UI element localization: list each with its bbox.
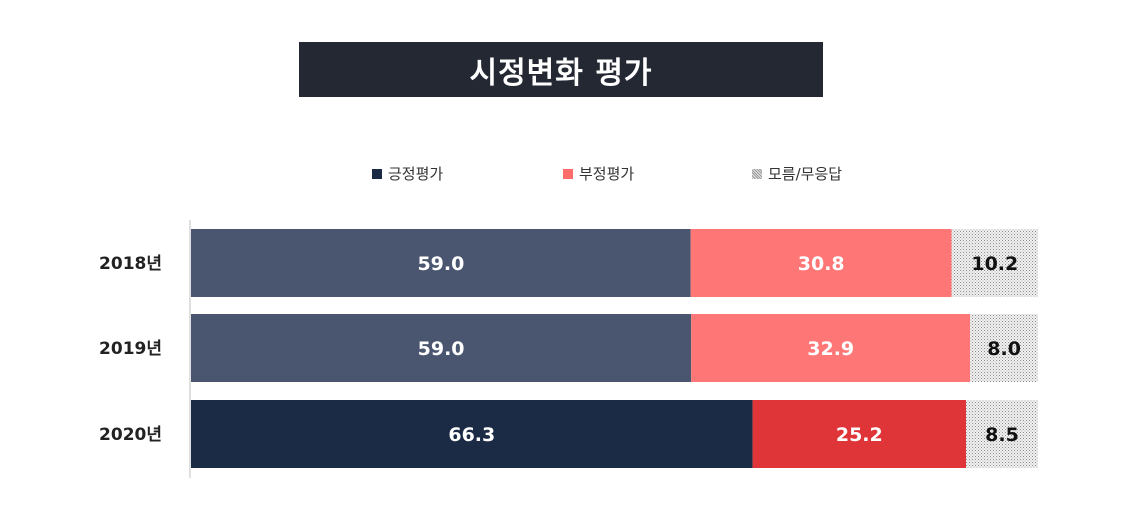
bar-segment-unknown (970, 314, 1038, 382)
data-label: 30.8 (798, 253, 845, 275)
bar-segment-positive (191, 229, 691, 297)
legend-label-negative: 부정평가 (579, 165, 635, 183)
chart-title-box: 시정변화 평가 (299, 42, 823, 97)
data-label: 25.2 (836, 424, 883, 446)
category-label: 2018년 (99, 254, 162, 274)
data-label: 10.2 (971, 253, 1018, 275)
bars-group: 2018년 59.0 30.8 10.2 2019년 59.0 32.9 8.0 2020년 66… (99, 229, 1038, 468)
category-label: 2020년 (99, 425, 162, 445)
category-label: 2019년 (99, 339, 162, 359)
legend-item-negative: 부정평가 (563, 163, 634, 184)
legend-item-positive: 긍정평가 (372, 163, 443, 184)
bar-segment-unknown (951, 229, 1038, 297)
chart-title: 시정변화 평가 (469, 55, 653, 91)
legend-label-positive: 긍정평가 (388, 165, 444, 183)
bar-segment-negative (691, 314, 971, 382)
legend-swatch-positive (372, 168, 382, 179)
data-label: 32.9 (807, 338, 854, 360)
legend-label-unknown: 모름/무응답 (768, 165, 843, 183)
chart-legend: 긍정평가 부정평가 모름/무응답 (0, 163, 1122, 187)
bar-segment-unknown (966, 400, 1038, 468)
data-label: 66.3 (448, 424, 495, 446)
bar-segment-negative (752, 400, 966, 468)
data-label: 59.0 (417, 253, 464, 275)
data-label: 59.0 (418, 338, 465, 360)
legend-swatch-unknown (752, 168, 762, 179)
legend-swatch-negative (563, 168, 573, 179)
bar-segment-negative (690, 229, 952, 297)
data-label: 8.5 (985, 424, 1019, 446)
bar-segment-positive (191, 400, 753, 468)
legend-item-unknown: 모름/무응답 (752, 163, 842, 184)
data-label: 8.0 (987, 338, 1021, 360)
bar-segment-positive (191, 314, 692, 382)
